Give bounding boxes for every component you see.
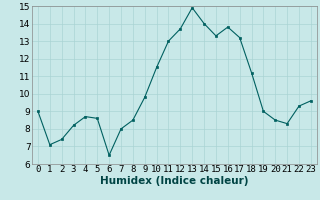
X-axis label: Humidex (Indice chaleur): Humidex (Indice chaleur) bbox=[100, 176, 249, 186]
